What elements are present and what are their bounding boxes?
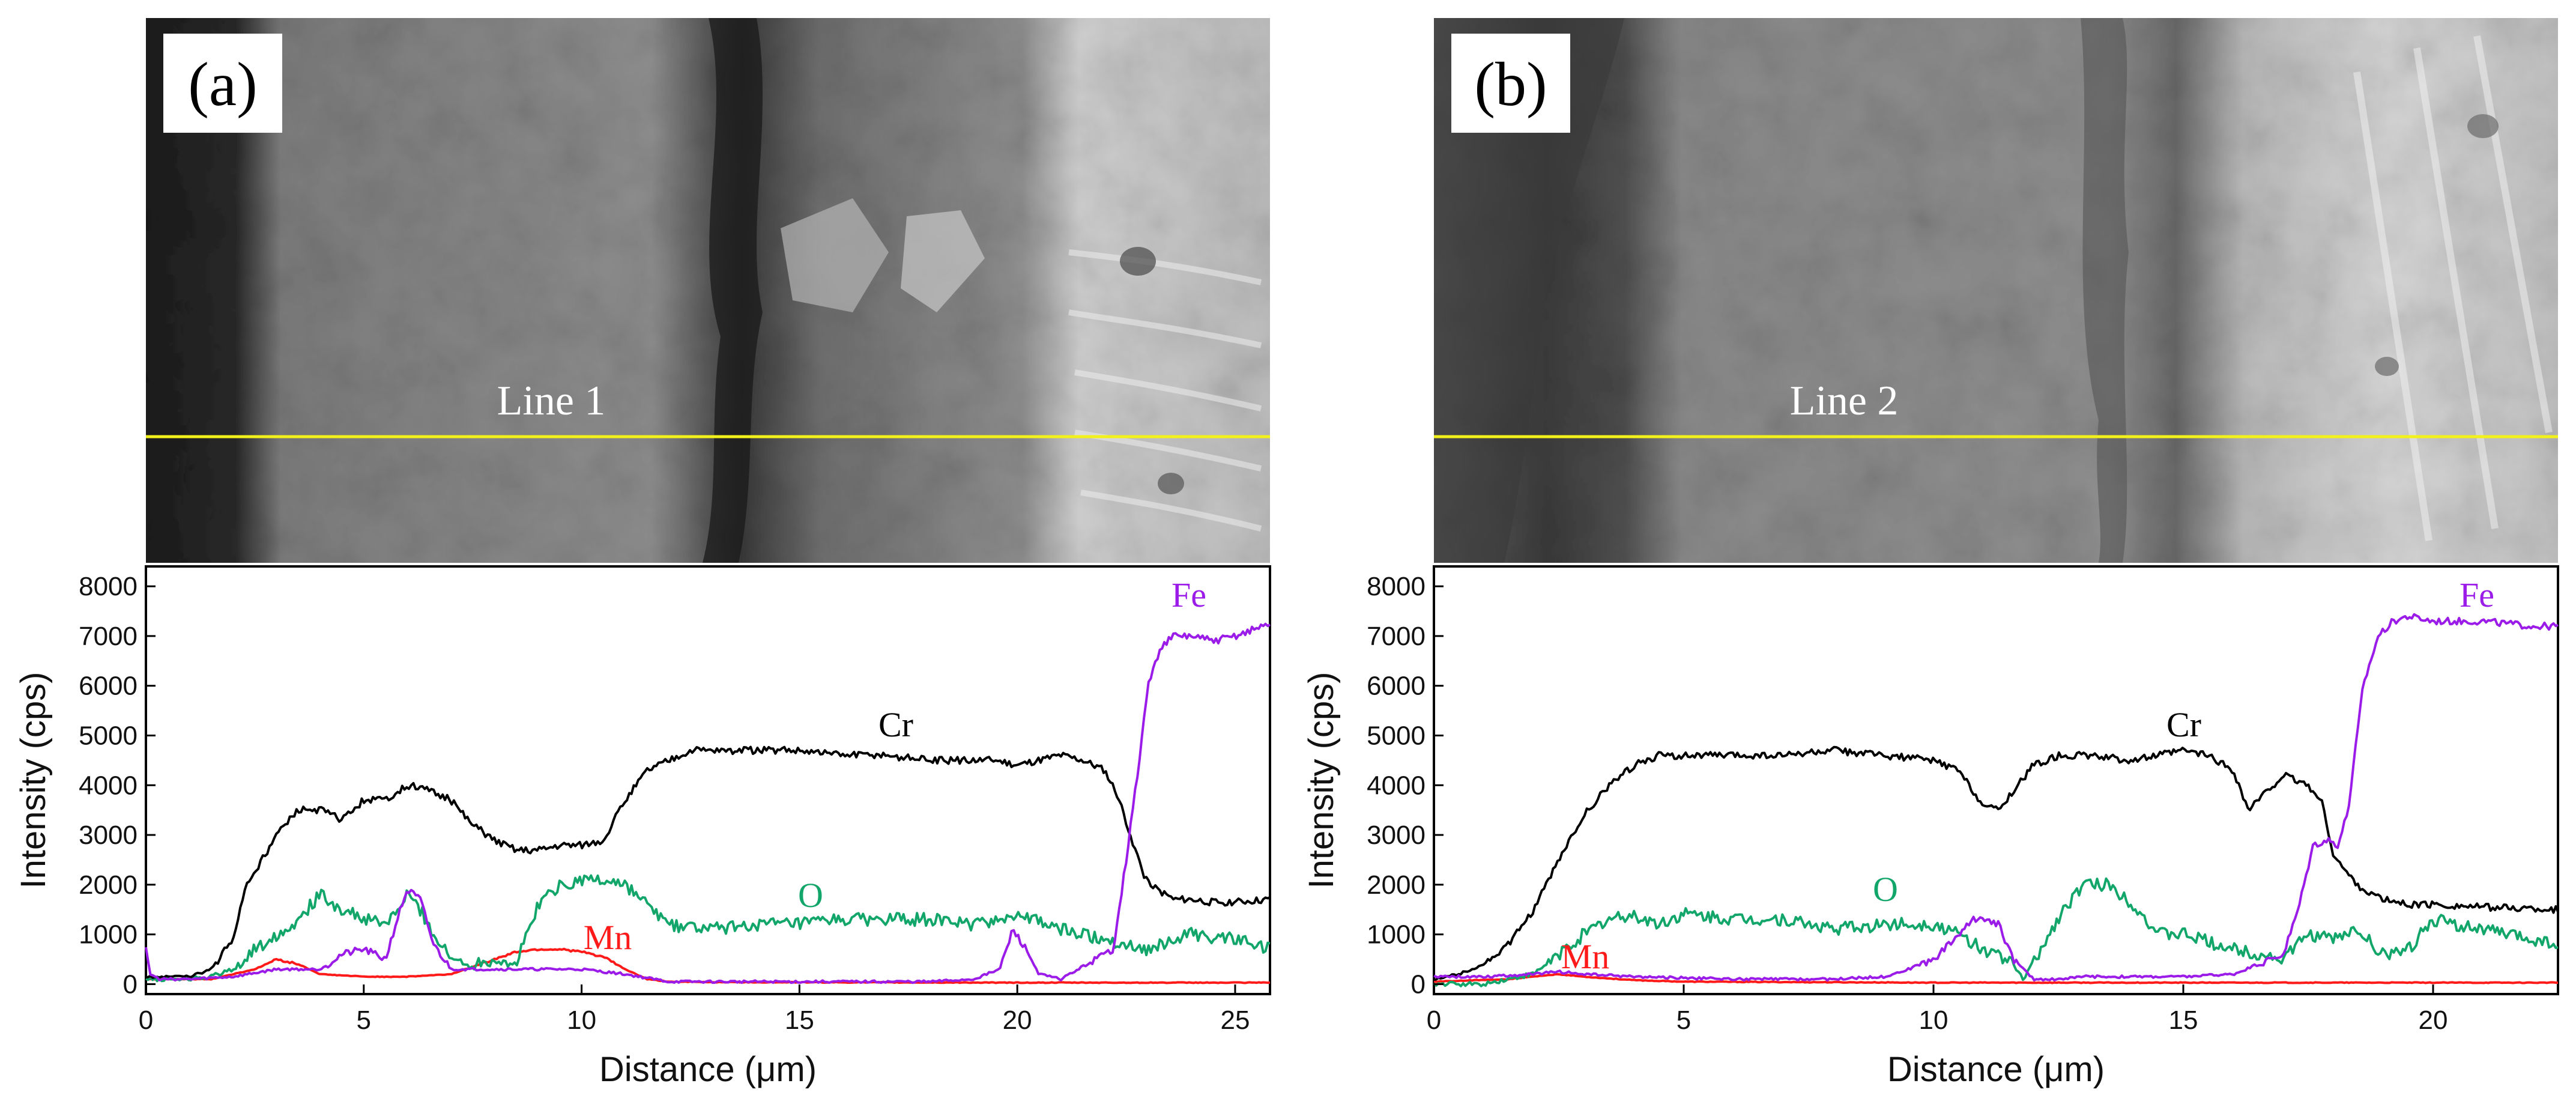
sem-image-b xyxy=(1434,18,2558,563)
image-caption-a: Line 1 xyxy=(497,378,606,424)
y-tick-label-b-2: 2000 xyxy=(1367,870,1426,900)
series-line-o-a xyxy=(145,874,1271,983)
y-tick-label-b-7: 7000 xyxy=(1367,622,1426,651)
y-tick-label-a-4: 4000 xyxy=(79,771,138,800)
y-tick-label-a-7: 7000 xyxy=(79,622,138,651)
series-line-mn-b xyxy=(1433,973,2559,984)
x-tick-label-b-3: 15 xyxy=(2169,1005,2198,1035)
panel-a: Line 1 (a) 0 5 10 15 20 25 0 1000 2000 3000 4000 50… xyxy=(14,18,1271,1089)
x-axis-label-a: Distance (μm) xyxy=(599,1050,817,1089)
panel-label-a: (a) xyxy=(188,50,257,119)
sem-image-a xyxy=(146,18,1270,563)
plot-frame-b xyxy=(1433,565,2559,995)
x-tick-label-a-0: 0 xyxy=(139,1005,153,1035)
y-tick-label-b-0: 0 xyxy=(1411,969,1426,999)
y-tick-label-b-5: 5000 xyxy=(1367,721,1426,750)
line-chart-b: 0 5 10 15 20 0 1000 2000 3000 4000 5000 6000 7000 800… xyxy=(1302,565,2559,1089)
series-line-cr-b xyxy=(1433,745,2559,981)
y-tick-label-b-1: 1000 xyxy=(1367,920,1426,950)
figure-b: Line 2 (b) 0 5 10 15 20 0 1000 2000 3000 4000 5000… xyxy=(1302,18,2559,1089)
series-line-o-b xyxy=(1433,877,2559,987)
image-caption-b: Line 2 xyxy=(1790,378,1899,424)
y-tick-label-a-8: 8000 xyxy=(79,572,138,601)
series-label-mn-a: Mn xyxy=(584,918,632,957)
y-tick-label-a-0: 0 xyxy=(123,969,138,999)
series-line-fe-b xyxy=(1433,613,2559,982)
series-label-cr-a: Cr xyxy=(878,705,913,744)
panel-label-box-b xyxy=(1451,34,1570,133)
series-line-cr-a xyxy=(145,745,1271,979)
x-axis-label-b: Distance (μm) xyxy=(1887,1050,2105,1089)
x-tick-label-a-3: 15 xyxy=(785,1005,814,1035)
x-tick-label-a-2: 10 xyxy=(567,1005,596,1035)
x-tick-label-a-1: 5 xyxy=(357,1005,371,1035)
y-tick-label-b-8: 8000 xyxy=(1367,572,1426,601)
series-label-o-a: O xyxy=(798,876,823,915)
y-tick-label-a-2: 2000 xyxy=(79,870,138,900)
series-label-o-b: O xyxy=(1873,870,1898,909)
panel-label-box-a xyxy=(163,34,282,133)
x-tick-label-b-1: 5 xyxy=(1677,1005,1691,1035)
line-chart-a: 0 5 10 15 20 25 0 1000 2000 3000 4000 5000 6000 7000 8… xyxy=(14,565,1271,1089)
y-tick-label-a-6: 6000 xyxy=(79,672,138,701)
x-tick-label-b-4: 20 xyxy=(2419,1005,2448,1035)
y-tick-label-b-4: 4000 xyxy=(1367,771,1426,800)
x-tick-label-a-5: 25 xyxy=(1220,1005,1250,1035)
x-tick-label-b-2: 10 xyxy=(1919,1005,1949,1035)
y-tick-label-a-5: 5000 xyxy=(79,721,138,750)
figure-a: Line 1 (a) 0 5 10 15 20 25 0 1000 2000 3000 4000 50… xyxy=(14,18,1271,1089)
y-axis-label-a: Intensity (cps) xyxy=(14,672,53,889)
series-label-mn-b: Mn xyxy=(1561,937,1610,976)
panel-label-b: (b) xyxy=(1474,50,1547,119)
panel-b: Line 2 (b) 0 5 10 15 20 0 1000 2000 3000 4000 5000… xyxy=(1288,0,2576,1104)
series-line-fe-a xyxy=(145,622,1271,984)
x-tick-label-a-4: 20 xyxy=(1003,1005,1032,1035)
y-tick-label-b-3: 3000 xyxy=(1367,820,1426,850)
series-label-fe-a: Fe xyxy=(1172,575,1206,614)
plot-frame-a xyxy=(145,565,1271,995)
y-tick-label-a-3: 3000 xyxy=(79,820,138,850)
series-label-fe-b: Fe xyxy=(2460,575,2494,614)
x-tick-label-b-0: 0 xyxy=(1427,1005,1441,1035)
y-tick-label-a-1: 1000 xyxy=(79,920,138,950)
y-tick-label-b-6: 6000 xyxy=(1367,672,1426,701)
y-axis-label-b: Intensity (cps) xyxy=(1302,672,1341,889)
series-label-cr-b: Cr xyxy=(2166,705,2201,744)
